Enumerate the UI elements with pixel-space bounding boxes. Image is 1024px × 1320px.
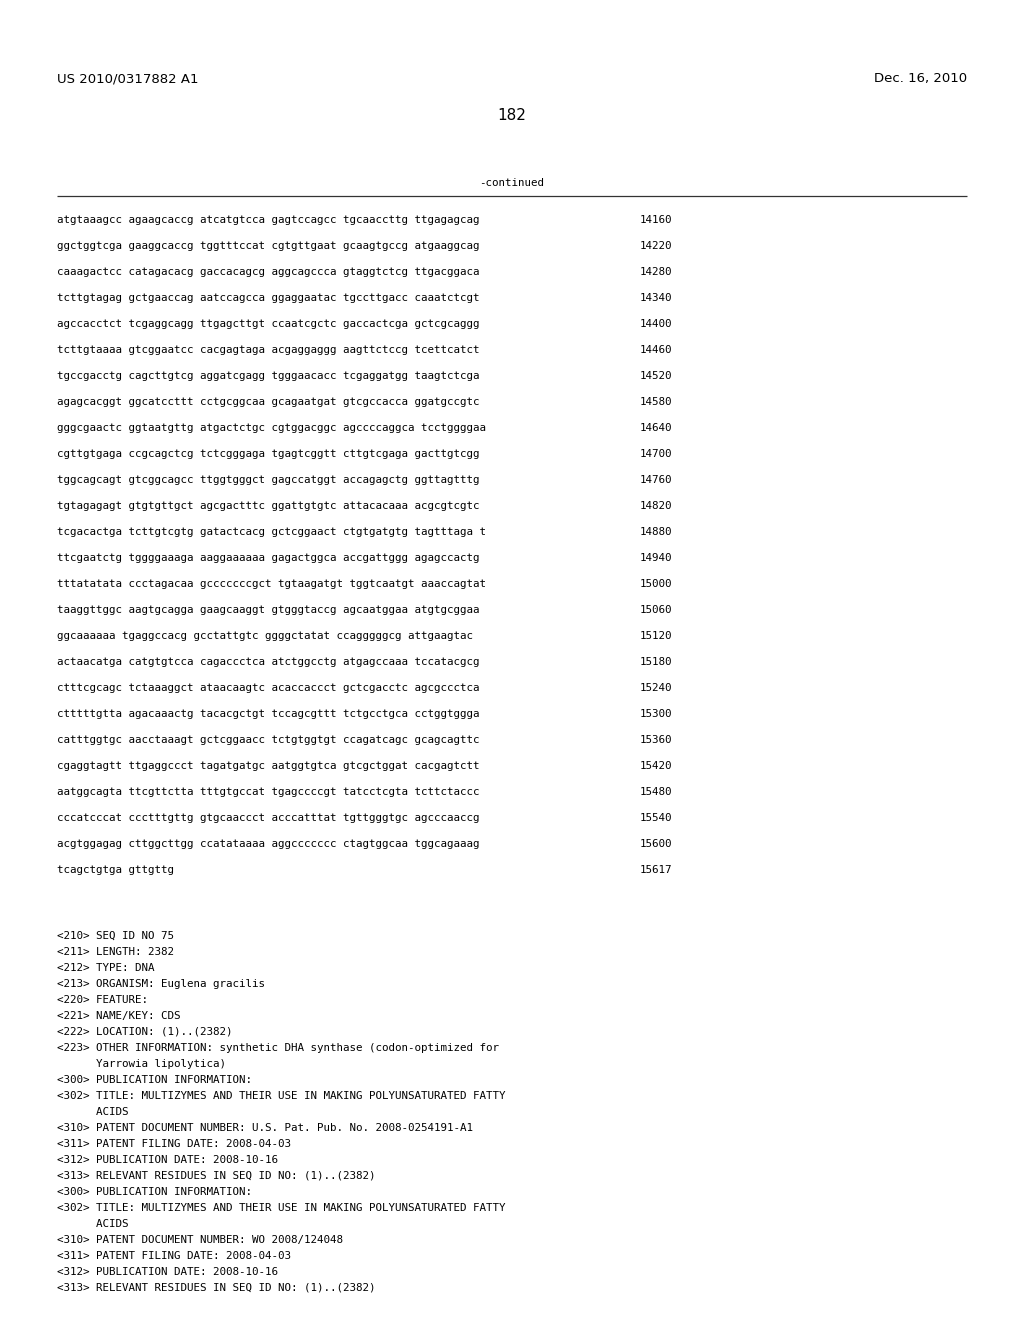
Text: ctttttgtta agacaaactg tacacgctgt tccagcgttt tctgcctgca cctggtggga: ctttttgtta agacaaactg tacacgctgt tccagcg… (57, 709, 479, 719)
Text: cccatcccat ccctttgttg gtgcaaccct acccatttat tgttgggtgc agcccaaccg: cccatcccat ccctttgttg gtgcaaccct acccatt… (57, 813, 479, 822)
Text: tttatatata ccctagacaa gcccccccgct tgtaagatgt tggtcaatgt aaaccagtat: tttatatata ccctagacaa gcccccccgct tgtaag… (57, 579, 486, 589)
Text: 14880: 14880 (640, 527, 673, 537)
Text: <313> RELEVANT RESIDUES IN SEQ ID NO: (1)..(2382): <313> RELEVANT RESIDUES IN SEQ ID NO: (1… (57, 1283, 376, 1294)
Text: <302> TITLE: MULTIZYMES AND THEIR USE IN MAKING POLYUNSATURATED FATTY: <302> TITLE: MULTIZYMES AND THEIR USE IN… (57, 1203, 506, 1213)
Text: tgtagagagt gtgtgttgct agcgactttc ggattgtgtc attacacaaa acgcgtcgtc: tgtagagagt gtgtgttgct agcgactttc ggattgt… (57, 502, 479, 511)
Text: tcgacactga tcttgtcgtg gatactcacg gctcggaact ctgtgatgtg tagtttaga t: tcgacactga tcttgtcgtg gatactcacg gctcgga… (57, 527, 486, 537)
Text: atgtaaagcc agaagcaccg atcatgtcca gagtccagcc tgcaaccttg ttgagagcag: atgtaaagcc agaagcaccg atcatgtcca gagtcca… (57, 215, 479, 224)
Text: 14940: 14940 (640, 553, 673, 564)
Text: ctttcgcagc tctaaaggct ataacaagtc acaccaccct gctcgacctc agcgccctca: ctttcgcagc tctaaaggct ataacaagtc acaccac… (57, 682, 479, 693)
Text: 14820: 14820 (640, 502, 673, 511)
Text: acgtggagag cttggcttgg ccatataaaa aggccccccc ctagtggcaa tggcagaaag: acgtggagag cttggcttgg ccatataaaa aggcccc… (57, 840, 479, 849)
Text: 15540: 15540 (640, 813, 673, 822)
Text: <312> PUBLICATION DATE: 2008-10-16: <312> PUBLICATION DATE: 2008-10-16 (57, 1155, 278, 1166)
Text: 182: 182 (498, 108, 526, 123)
Text: 14460: 14460 (640, 345, 673, 355)
Text: aatggcagta ttcgttctta tttgtgccat tgagccccgt tatcctcgta tcttctaccc: aatggcagta ttcgttctta tttgtgccat tgagccc… (57, 787, 479, 797)
Text: <311> PATENT FILING DATE: 2008-04-03: <311> PATENT FILING DATE: 2008-04-03 (57, 1251, 291, 1261)
Text: tgccgacctg cagcttgtcg aggatcgagg tgggaacacc tcgaggatgg taagtctcga: tgccgacctg cagcttgtcg aggatcgagg tgggaac… (57, 371, 479, 381)
Text: cgttgtgaga ccgcagctcg tctcgggaga tgagtcggtt cttgtcgaga gacttgtcgg: cgttgtgaga ccgcagctcg tctcgggaga tgagtcg… (57, 449, 479, 459)
Text: 15617: 15617 (640, 865, 673, 875)
Text: 15300: 15300 (640, 709, 673, 719)
Text: 14280: 14280 (640, 267, 673, 277)
Text: tcttgtaaaa gtcggaatcc cacgagtaga acgaggaggg aagttctccg tcettcatct: tcttgtaaaa gtcggaatcc cacgagtaga acgagga… (57, 345, 479, 355)
Text: <310> PATENT DOCUMENT NUMBER: U.S. Pat. Pub. No. 2008-0254191-A1: <310> PATENT DOCUMENT NUMBER: U.S. Pat. … (57, 1123, 473, 1133)
Text: <210> SEQ ID NO 75: <210> SEQ ID NO 75 (57, 931, 174, 941)
Text: Yarrowia lipolytica): Yarrowia lipolytica) (57, 1059, 226, 1069)
Text: 14340: 14340 (640, 293, 673, 304)
Text: <311> PATENT FILING DATE: 2008-04-03: <311> PATENT FILING DATE: 2008-04-03 (57, 1139, 291, 1148)
Text: 14400: 14400 (640, 319, 673, 329)
Text: 15180: 15180 (640, 657, 673, 667)
Text: ggcaaaaaa tgaggccacg gcctattgtc ggggctatat ccagggggcg attgaagtac: ggcaaaaaa tgaggccacg gcctattgtc ggggctat… (57, 631, 473, 642)
Text: 14520: 14520 (640, 371, 673, 381)
Text: agagcacggt ggcatccttt cctgcggcaa gcagaatgat gtcgccacca ggatgccgtc: agagcacggt ggcatccttt cctgcggcaa gcagaat… (57, 397, 479, 407)
Text: <220> FEATURE:: <220> FEATURE: (57, 995, 148, 1005)
Text: <300> PUBLICATION INFORMATION:: <300> PUBLICATION INFORMATION: (57, 1074, 252, 1085)
Text: ggctggtcga gaaggcaccg tggtttccat cgtgttgaat gcaagtgccg atgaaggcag: ggctggtcga gaaggcaccg tggtttccat cgtgttg… (57, 242, 479, 251)
Text: <211> LENGTH: 2382: <211> LENGTH: 2382 (57, 946, 174, 957)
Text: ACIDS: ACIDS (57, 1218, 128, 1229)
Text: <221> NAME/KEY: CDS: <221> NAME/KEY: CDS (57, 1011, 180, 1020)
Text: Dec. 16, 2010: Dec. 16, 2010 (873, 73, 967, 84)
Text: 15420: 15420 (640, 762, 673, 771)
Text: <312> PUBLICATION DATE: 2008-10-16: <312> PUBLICATION DATE: 2008-10-16 (57, 1267, 278, 1276)
Text: <223> OTHER INFORMATION: synthetic DHA synthase (codon-optimized for: <223> OTHER INFORMATION: synthetic DHA s… (57, 1043, 499, 1053)
Text: <300> PUBLICATION INFORMATION:: <300> PUBLICATION INFORMATION: (57, 1187, 252, 1197)
Text: ttcgaatctg tggggaaaga aaggaaaaaa gagactggca accgattggg agagccactg: ttcgaatctg tggggaaaga aaggaaaaaa gagactg… (57, 553, 479, 564)
Text: ACIDS: ACIDS (57, 1107, 128, 1117)
Text: 15120: 15120 (640, 631, 673, 642)
Text: 14220: 14220 (640, 242, 673, 251)
Text: 15060: 15060 (640, 605, 673, 615)
Text: 14700: 14700 (640, 449, 673, 459)
Text: catttggtgc aacctaaagt gctcggaacc tctgtggtgt ccagatcagc gcagcagttc: catttggtgc aacctaaagt gctcggaacc tctgtgg… (57, 735, 479, 744)
Text: <222> LOCATION: (1)..(2382): <222> LOCATION: (1)..(2382) (57, 1027, 232, 1038)
Text: 15240: 15240 (640, 682, 673, 693)
Text: tcttgtagag gctgaaccag aatccagcca ggaggaatac tgccttgacc caaatctcgt: tcttgtagag gctgaaccag aatccagcca ggaggaa… (57, 293, 479, 304)
Text: 15360: 15360 (640, 735, 673, 744)
Text: <212> TYPE: DNA: <212> TYPE: DNA (57, 964, 155, 973)
Text: US 2010/0317882 A1: US 2010/0317882 A1 (57, 73, 199, 84)
Text: <310> PATENT DOCUMENT NUMBER: WO 2008/124048: <310> PATENT DOCUMENT NUMBER: WO 2008/12… (57, 1236, 343, 1245)
Text: 15480: 15480 (640, 787, 673, 797)
Text: cgaggtagtt ttgaggccct tagatgatgc aatggtgtca gtcgctggat cacgagtctt: cgaggtagtt ttgaggccct tagatgatgc aatggtg… (57, 762, 479, 771)
Text: tcagctgtga gttgttg: tcagctgtga gttgttg (57, 865, 174, 875)
Text: 14580: 14580 (640, 397, 673, 407)
Text: <313> RELEVANT RESIDUES IN SEQ ID NO: (1)..(2382): <313> RELEVANT RESIDUES IN SEQ ID NO: (1… (57, 1171, 376, 1181)
Text: <302> TITLE: MULTIZYMES AND THEIR USE IN MAKING POLYUNSATURATED FATTY: <302> TITLE: MULTIZYMES AND THEIR USE IN… (57, 1092, 506, 1101)
Text: gggcgaactc ggtaatgttg atgactctgc cgtggacggc agccccaggca tcctggggaa: gggcgaactc ggtaatgttg atgactctgc cgtggac… (57, 422, 486, 433)
Text: 14640: 14640 (640, 422, 673, 433)
Text: 14160: 14160 (640, 215, 673, 224)
Text: agccacctct tcgaggcagg ttgagcttgt ccaatcgctc gaccactcga gctcgcaggg: agccacctct tcgaggcagg ttgagcttgt ccaatcg… (57, 319, 479, 329)
Text: actaacatga catgtgtcca cagaccctca atctggcctg atgagccaaa tccatacgcg: actaacatga catgtgtcca cagaccctca atctggc… (57, 657, 479, 667)
Text: 15600: 15600 (640, 840, 673, 849)
Text: caaagactcc catagacacg gaccacagcg aggcagccca gtaggtctcg ttgacggaca: caaagactcc catagacacg gaccacagcg aggcagc… (57, 267, 479, 277)
Text: tggcagcagt gtcggcagcc ttggtgggct gagccatggt accagagctg ggttagtttg: tggcagcagt gtcggcagcc ttggtgggct gagccat… (57, 475, 479, 484)
Text: 15000: 15000 (640, 579, 673, 589)
Text: 14760: 14760 (640, 475, 673, 484)
Text: <213> ORGANISM: Euglena gracilis: <213> ORGANISM: Euglena gracilis (57, 979, 265, 989)
Text: taaggttggc aagtgcagga gaagcaaggt gtgggtaccg agcaatggaa atgtgcggaa: taaggttggc aagtgcagga gaagcaaggt gtgggta… (57, 605, 479, 615)
Text: -continued: -continued (479, 178, 545, 187)
